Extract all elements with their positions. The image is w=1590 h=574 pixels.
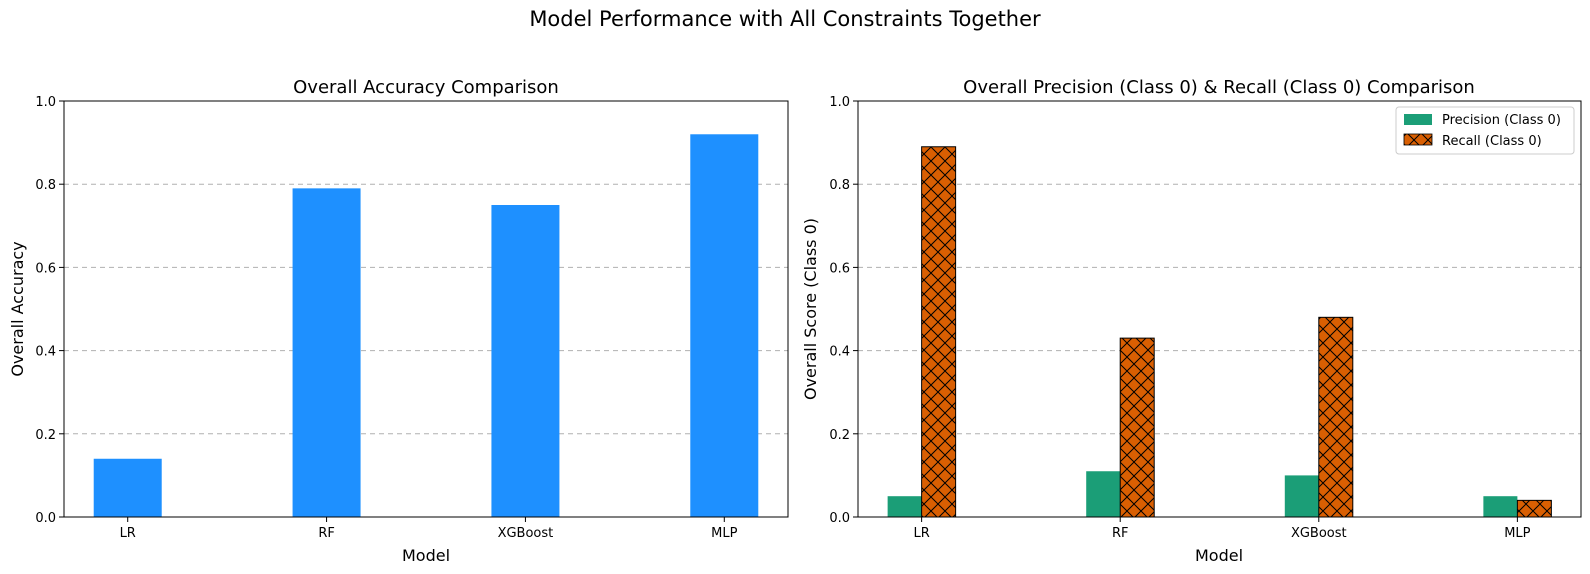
y-tick-label: 0.8 xyxy=(829,178,850,193)
accuracy-axes-frame xyxy=(63,100,789,518)
y-tick-label: 0.6 xyxy=(35,261,56,276)
y-tick-label: 0.2 xyxy=(829,428,850,443)
y-tick-label: 0.4 xyxy=(829,345,850,360)
bar-mlp xyxy=(690,134,759,517)
bar-xgboost xyxy=(491,205,560,517)
legend-swatch-precision xyxy=(1404,114,1432,125)
legend-label-precision: Precision (Class 0) xyxy=(1442,113,1561,128)
precision-recall-legend: Precision (Class 0) Recall (Class 0) xyxy=(1395,106,1575,155)
y-tick-label: 0.8 xyxy=(35,178,56,193)
recall-bar-hatch-lr xyxy=(921,146,957,518)
precision-recall-chart-title: Overall Precision (Class 0) & Recall (Cl… xyxy=(963,77,1475,98)
accuracy-y-axis-label: Overall Accuracy xyxy=(8,241,27,376)
precision-bar-lr xyxy=(887,496,922,517)
precision-recall-x-axis-label: Model xyxy=(1195,546,1243,565)
precision-recall-x-ticks: LR RF XGBoost MLP xyxy=(913,517,1531,541)
x-tick-label: XGBoost xyxy=(498,526,554,541)
y-tick-label: 0.4 xyxy=(35,345,56,360)
x-tick-label: MLP xyxy=(711,526,737,541)
bar-lr xyxy=(93,458,162,517)
y-tick-label: 0.6 xyxy=(829,261,850,276)
precision-bar-rf xyxy=(1086,471,1121,517)
precision-recall-panel: 0.0 0.2 0.4 0.6 0.8 1.0 LR RF XGBoost MLP Overal… xyxy=(801,77,1582,565)
x-tick-label: LR xyxy=(913,526,929,541)
accuracy-y-ticks: 0.0 0.2 0.4 0.6 0.8 1.0 xyxy=(35,95,64,526)
x-tick-label: RF xyxy=(318,526,335,541)
precision-recall-bars xyxy=(887,146,1552,518)
y-tick-label: 1.0 xyxy=(829,95,850,110)
legend-label-recall: Recall (Class 0) xyxy=(1442,134,1542,149)
y-tick-label: 0.0 xyxy=(35,511,56,526)
recall-bar-hatch-rf xyxy=(1119,337,1155,518)
y-tick-label: 1.0 xyxy=(35,95,56,110)
figure-suptitle: Model Performance with All Constraints T… xyxy=(529,7,1041,31)
legend-swatch-recall-hatch xyxy=(1403,133,1433,146)
accuracy-x-ticks: LR RF XGBoost MLP xyxy=(120,517,738,541)
accuracy-gridlines xyxy=(64,183,788,435)
recall-bar-hatch-xgboost xyxy=(1318,316,1354,518)
recall-bar-hatch-mlp xyxy=(1516,499,1552,518)
accuracy-x-axis-label: Model xyxy=(402,546,450,565)
accuracy-bars xyxy=(93,134,759,518)
bar-rf xyxy=(292,188,361,518)
precision-bar-xgboost xyxy=(1284,475,1319,517)
precision-bar-mlp xyxy=(1483,496,1518,517)
x-tick-label: LR xyxy=(120,526,136,541)
x-tick-label: RF xyxy=(1112,526,1129,541)
precision-recall-y-ticks: 0.0 0.2 0.4 0.6 0.8 1.0 xyxy=(829,95,858,526)
accuracy-chart-title: Overall Accuracy Comparison xyxy=(293,77,559,98)
legend-frame xyxy=(1395,106,1575,155)
precision-recall-y-axis-label: Overall Score (Class 0) xyxy=(801,218,820,400)
x-tick-label: XGBoost xyxy=(1291,526,1347,541)
x-tick-label: MLP xyxy=(1504,526,1530,541)
accuracy-panel: 0.0 0.2 0.4 0.6 0.8 1.0 LR RF XGBoost MLP Overal… xyxy=(8,77,789,565)
precision-recall-axes-frame xyxy=(857,100,1582,518)
precision-recall-gridlines xyxy=(858,183,1581,435)
y-tick-label: 0.0 xyxy=(829,511,850,526)
y-tick-label: 0.2 xyxy=(35,428,56,443)
